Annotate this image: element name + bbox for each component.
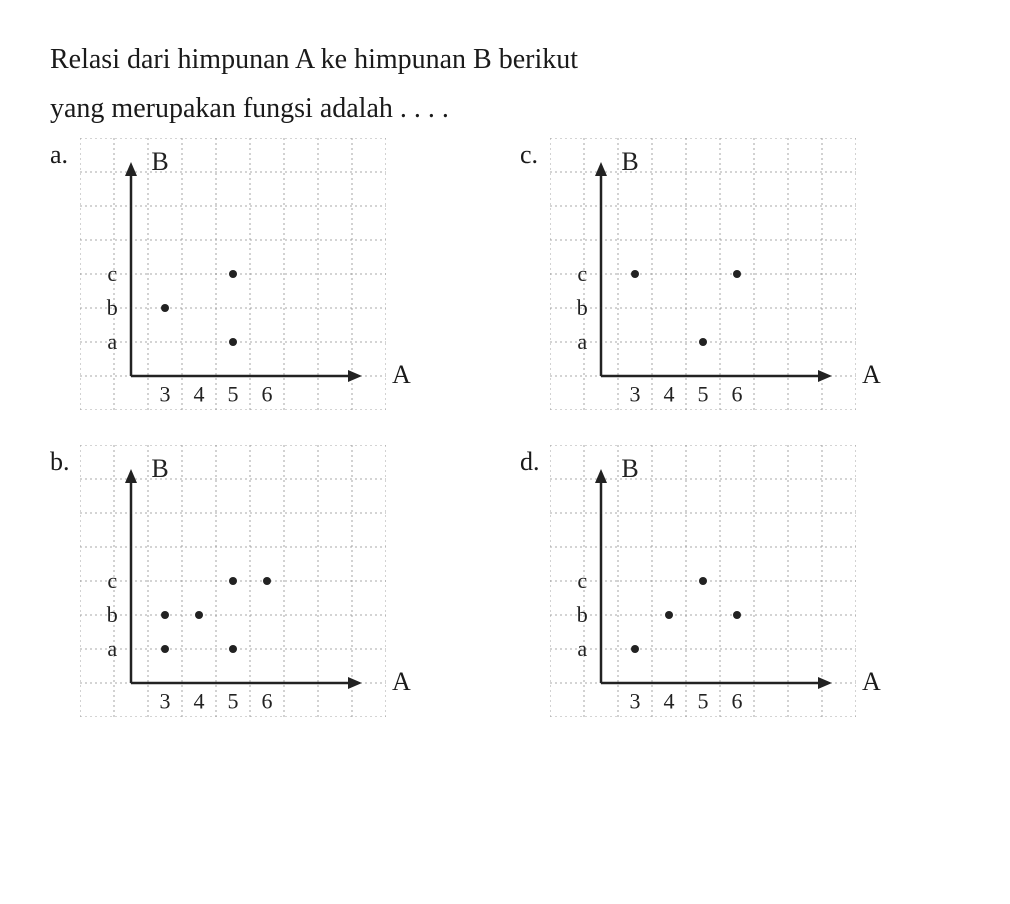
x-axis-label: A — [862, 667, 881, 697]
data-point — [263, 577, 271, 585]
option-c-block: c. abc 3456 B A — [520, 138, 950, 415]
data-point — [161, 645, 169, 653]
chart-a: abc3456BA — [80, 138, 386, 415]
data-point — [665, 611, 673, 619]
y-tick-label: a — [107, 329, 117, 354]
data-point — [733, 611, 741, 619]
x-tick-label: 3 — [160, 382, 171, 407]
option-d-block: d. abc 3456 B A — [520, 445, 950, 722]
data-point — [229, 338, 237, 346]
x-tick-label: 4 — [664, 689, 675, 714]
x-tick-label: 5 — [698, 689, 709, 714]
y-tick-label: c — [107, 568, 117, 593]
x-tick-label: 5 — [698, 382, 709, 407]
y-axis-label: B — [151, 454, 168, 483]
y-tick-label: b — [577, 295, 588, 320]
data-point — [699, 577, 707, 585]
chart-d: abc3456BA — [550, 445, 856, 722]
x-tick-label: 4 — [664, 382, 675, 407]
option-b-block: b. abc 3456 B A — [50, 445, 480, 722]
chart-c: abc3456BA — [550, 138, 856, 415]
x-tick-label: 5 — [228, 382, 239, 407]
x-tick-label: 4 — [194, 689, 205, 714]
question-line-2: yang merupakan fungsi adalah . . . . — [50, 89, 960, 128]
data-point — [631, 645, 639, 653]
data-point — [699, 338, 707, 346]
data-point — [195, 611, 203, 619]
y-tick-label: c — [577, 261, 587, 286]
data-point — [161, 304, 169, 312]
y-tick-label: a — [577, 329, 587, 354]
option-d-label: d. — [520, 445, 550, 477]
chart-svg: abc 3456 B — [550, 445, 856, 717]
chart-svg: abc 3456 B — [80, 138, 386, 410]
question-line-1: Relasi dari himpunan A ke himpunan B ber… — [50, 40, 960, 79]
y-tick-label: c — [107, 261, 117, 286]
option-b-label: b. — [50, 445, 80, 477]
charts-grid: a. abc3456BA c. abc3456BA b. abc3456BA d… — [50, 138, 950, 722]
x-axis-label: A — [392, 667, 411, 697]
x-tick-label: 6 — [732, 382, 743, 407]
y-tick-label: c — [577, 568, 587, 593]
option-a-block: a. abc 3456 B A — [50, 138, 480, 415]
y-tick-label: b — [107, 602, 118, 627]
option-c-label: c. — [520, 138, 550, 170]
y-axis-label: B — [621, 147, 638, 176]
x-tick-label: 6 — [262, 382, 273, 407]
x-tick-label: 6 — [732, 689, 743, 714]
data-point — [631, 270, 639, 278]
x-tick-label: 5 — [228, 689, 239, 714]
y-axis-label: B — [151, 147, 168, 176]
y-tick-label: a — [107, 636, 117, 661]
x-axis-label: A — [392, 360, 411, 390]
data-point — [229, 577, 237, 585]
y-tick-label: b — [107, 295, 118, 320]
chart-svg: abc 3456 B — [550, 138, 856, 410]
chart-svg: abc 3456 B — [80, 445, 386, 717]
data-point — [229, 645, 237, 653]
x-tick-label: 6 — [262, 689, 273, 714]
chart-b: abc3456BA — [80, 445, 386, 722]
x-axis-label: A — [862, 360, 881, 390]
data-point — [229, 270, 237, 278]
data-point — [733, 270, 741, 278]
x-tick-label: 4 — [194, 382, 205, 407]
x-tick-label: 3 — [630, 689, 641, 714]
data-point — [161, 611, 169, 619]
option-a-label: a. — [50, 138, 80, 170]
y-axis-label: B — [621, 454, 638, 483]
y-tick-label: b — [577, 602, 588, 627]
x-tick-label: 3 — [160, 689, 171, 714]
y-tick-label: a — [577, 636, 587, 661]
x-tick-label: 3 — [630, 382, 641, 407]
